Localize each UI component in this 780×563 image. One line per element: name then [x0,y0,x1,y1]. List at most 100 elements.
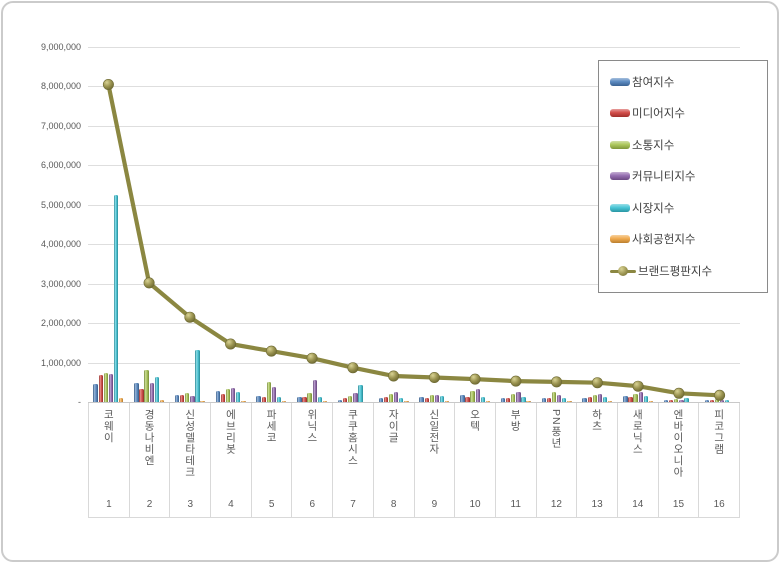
y-axis-tick-label: 9,000,000 [40,42,81,52]
line-marker [673,387,685,399]
line-marker [428,371,440,383]
category-label: 피코그램 [712,409,725,455]
bar-소통지수 [144,369,149,402]
category-box: 새로닉스 14 [616,403,658,517]
category-rank-label: 9 [431,499,438,510]
gridline [88,283,740,285]
category-rank-label: 8 [390,499,397,510]
bar-소통지수 [592,394,597,402]
legend-item-시장지수: 시장지수 [599,192,767,224]
bar-참여지수 [500,398,506,402]
category-rank-label: 15 [672,499,685,510]
category-box: 엔바이오니아 15 [657,403,699,517]
bar-미디어지수 [180,395,185,402]
gridline [88,323,740,325]
category-label: 하츠 [590,409,603,432]
category-label: 엔바이오니아 [671,409,684,478]
bar-시장지수 [602,396,608,402]
legend-swatch-icon [610,235,630,244]
legend-label: 사회공헌지수 [632,234,696,247]
legend: 참여지수 미디어지수 소통지수 커뮤니티지수 시장지수 사회공헌지수 브랜드평판지수 [598,60,768,293]
category-box: 에브리봇 4 [210,403,251,517]
bar-커뮤니티지수 [516,392,521,402]
legend-item-사회공헌지수: 사회공헌지수 [599,224,767,256]
bar-참여지수 [541,397,547,402]
bar-시장지수 [276,397,282,402]
bar-시장지수 [113,194,119,402]
category-box: 하츠 13 [576,403,617,517]
bar-참여지수 [419,397,424,402]
x-axis-category-strip: 코웨이 1 경동나비엔 2 신성델타테크 3 에브리봇 4 파세코 5 위닉스 6 쿠쿠홈시스 7 자이글 8… [88,402,740,518]
bar-시장지수 [643,396,648,402]
legend-label: 소통지수 [632,139,675,152]
line-marker [388,370,400,382]
legend-swatch-icon [610,203,630,212]
bar-소통지수 [674,399,679,402]
category-label: 에브리봇 [224,409,237,455]
legend-ball-icon [618,265,628,276]
category-box: 피코그램 16 [698,403,740,517]
y-axis-tick-label: 7,000,000 [40,120,81,131]
legend-item-브랜드평판지수: 브랜드평판지수 [599,255,767,287]
y-axis-tick-label: 2,000,000 [40,318,81,329]
bar-시장지수 [317,397,322,402]
bar-미디어지수 [343,398,348,402]
category-box: 쿠쿠홈시스 7 [332,403,373,517]
y-axis-tick-label: 5,000,000 [40,199,81,210]
gridline [88,125,740,127]
bar-미디어지수 [709,400,715,402]
bar-사회공헌지수 [118,398,124,402]
bar-미디어지수 [261,397,266,402]
category-label: 파세코 [265,409,278,444]
bar-커뮤니티지수 [638,391,643,402]
bar-커뮤니티지수 [720,399,725,402]
bar-커뮤니티지수 [679,399,684,402]
category-label: 코웨이 [102,409,115,444]
category-box: 신성델타테크 3 [169,403,210,517]
y-axis-tick-label: 1,000,000 [40,357,81,368]
legend-item-커뮤니티지수: 커뮤니티지수 [599,161,767,193]
legend-swatch-icon [610,77,630,86]
category-rank-label: 16 [713,499,725,510]
legend-item-참여지수: 참여지수 [599,66,767,98]
line-marker [102,78,114,90]
category-label: 위닉스 [305,409,318,444]
bar-소통지수 [185,392,190,402]
bar-미디어지수 [383,397,389,402]
line-marker [143,277,155,289]
bar-참여지수 [704,400,710,402]
bar-참여지수 [174,395,180,402]
bar-소통지수 [633,394,638,402]
category-label: 경동나비엔 [143,409,156,467]
bar-시장지수 [358,385,363,402]
bar-소통지수 [714,399,720,402]
bar-소통지수 [511,394,516,402]
category-box: 파세코 5 [250,403,292,517]
line-marker [347,362,359,374]
bar-참여지수 [215,390,221,402]
line-marker [714,389,726,401]
category-box: 자이글 8 [372,403,414,517]
category-rank-label: 13 [591,499,603,510]
bar-사회공헌지수 [648,401,654,402]
bar-소통지수 [307,392,312,402]
bar-미디어지수 [302,397,307,402]
legend-swatch-icon [610,140,630,149]
bar-미디어지수 [220,393,226,402]
bar-소통지수 [348,396,353,402]
bar-소통지수 [470,391,475,402]
gridline [88,86,740,88]
line-marker [591,377,603,389]
bar-시장지수 [399,398,404,402]
bar-커뮤니티지수 [231,388,236,402]
category-rank-label: 11 [510,499,521,510]
category-label: 신성델타테크 [183,409,196,478]
bar-미디어지수 [628,396,633,402]
bar-사회공헌지수 [322,401,328,402]
bar-참여지수 [378,398,384,402]
bar-커뮤니티지수 [271,386,277,402]
line-path [106,84,720,398]
bar-참여지수 [460,395,465,402]
bar-사회공헌지수 [526,401,531,402]
